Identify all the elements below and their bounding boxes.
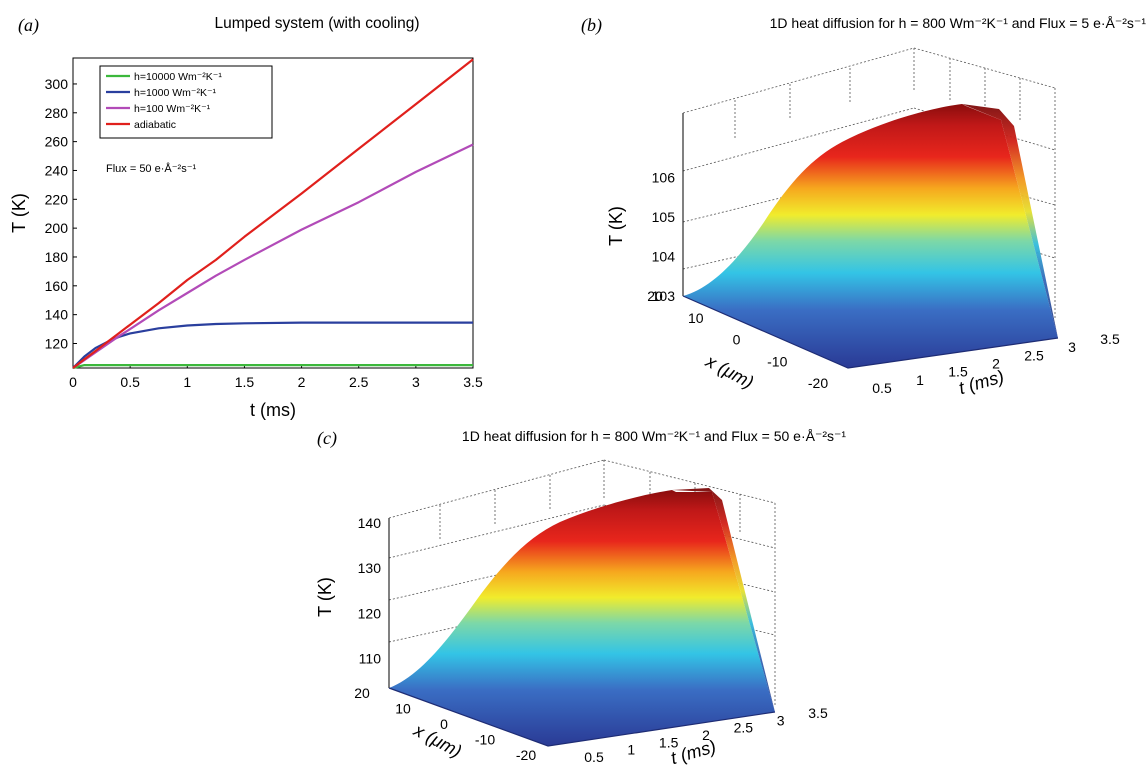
x-tick-label: -10 xyxy=(767,353,787,369)
panel-b-surface-edge xyxy=(962,104,1058,338)
t-tick-label: 3 xyxy=(1068,339,1076,355)
y-tick-label: 280 xyxy=(45,105,69,121)
x-tick-label: 10 xyxy=(688,310,704,326)
x-tick-label: 20 xyxy=(647,288,663,304)
panel-a-label: (a) xyxy=(18,15,39,36)
panel-b-x-axis-label: x (μm) xyxy=(702,350,757,392)
z-tick-label: 105 xyxy=(652,209,676,225)
t-tick-label: 2.5 xyxy=(734,720,754,736)
panel-a-legend: h=10000 Wm⁻²K⁻¹ h=1000 Wm⁻²K⁻¹ h=100 Wm⁻²K… xyxy=(99,65,273,139)
panel-c-x-ticks: 20 10 0 -10 -20 xyxy=(354,685,536,763)
t-tick-label: 2.5 xyxy=(1024,347,1044,363)
panel-c-surface-base xyxy=(388,687,776,747)
x-tick-label: 3.5 xyxy=(463,374,483,390)
panel-c-z-axis-label: T (K) xyxy=(315,577,335,617)
legend-entry-h100: h=100 Wm⁻²K⁻¹ xyxy=(134,103,211,115)
panel-a-x-axis-label: t (ms) xyxy=(250,400,296,420)
x-tick-label: 1.5 xyxy=(235,374,255,390)
t-tick-label: 2 xyxy=(992,356,1000,372)
y-tick-label: 140 xyxy=(45,307,69,323)
x-tick-label: 20 xyxy=(354,685,370,701)
y-tick-label: 180 xyxy=(45,249,69,265)
z-tick-label: 120 xyxy=(358,605,382,621)
panel-b-title: 1D heat diffusion for h = 800 Wm⁻²K⁻¹ an… xyxy=(770,15,1147,31)
z-tick-label: 110 xyxy=(359,650,382,666)
legend-box xyxy=(99,65,273,139)
panel-c-t-ticks: 0.5 1 1.5 2 2.5 3 3.5 xyxy=(584,705,828,765)
x-tick-label: 0 xyxy=(69,374,77,390)
x-tick-label: 10 xyxy=(395,701,411,717)
t-tick-label: 1.5 xyxy=(659,734,679,750)
panel-a-flux-annotation: Flux = 50 e·Å⁻²s⁻¹ xyxy=(106,162,197,175)
legend-entry-h10000: h=10000 Wm⁻²K⁻¹ xyxy=(134,71,222,83)
panel-b-label: (b) xyxy=(581,15,602,36)
y-tick-label: 220 xyxy=(45,191,69,207)
series-line-h100 xyxy=(72,143,474,369)
t-tick-label: 0.5 xyxy=(584,749,604,765)
panel-c-surface xyxy=(389,490,775,746)
t-tick-label: 1 xyxy=(627,742,635,758)
x-tick-label: 2.5 xyxy=(349,374,369,390)
panel-b-surface-base xyxy=(682,295,1059,369)
y-tick-label: 260 xyxy=(45,134,69,150)
t-tick-label: 1.5 xyxy=(948,364,968,380)
t-tick-label: 2 xyxy=(702,727,710,743)
panel-b-z-ticks: 103 104 105 106 xyxy=(652,170,676,304)
y-tick-label: 240 xyxy=(45,162,69,178)
y-tick-label: 300 xyxy=(45,76,69,92)
x-tick-label: -20 xyxy=(516,747,536,763)
x-tick-label: 0 xyxy=(440,716,448,732)
panel-b-surface-chart: (b) 1D heat diffusion for h = 800 Wm⁻²K⁻… xyxy=(581,15,1146,398)
series-line-adiabatic xyxy=(72,58,474,369)
series-line-h1000 xyxy=(72,321,473,369)
panel-c-z-ticks: 110 120 130 140 xyxy=(358,515,382,666)
legend-entry-adiabatic: adiabatic xyxy=(134,119,176,131)
y-tick-label: 200 xyxy=(45,220,69,236)
x-tick-label: 1 xyxy=(183,374,191,390)
x-tick-label: 2 xyxy=(298,374,306,390)
x-tick-label: -10 xyxy=(475,732,495,748)
x-tick-label: 0.5 xyxy=(120,374,140,390)
panel-b-t-ticks: 0.5 1 1.5 2 2.5 3 3.5 xyxy=(872,331,1120,396)
panel-a-title: Lumped system (with cooling) xyxy=(214,15,419,32)
panel-b-surface xyxy=(683,104,1058,368)
z-tick-label: 104 xyxy=(652,249,676,265)
z-tick-label: 106 xyxy=(652,170,676,186)
x-tick-label: 3 xyxy=(412,374,420,390)
t-tick-label: 1 xyxy=(916,372,924,388)
t-tick-label: 3.5 xyxy=(1100,331,1120,347)
x-tick-label: -20 xyxy=(808,375,828,391)
t-tick-label: 0.5 xyxy=(872,380,892,396)
panel-a-series xyxy=(72,58,474,370)
y-tick-label: 160 xyxy=(45,278,69,294)
z-tick-label: 103 xyxy=(652,288,676,304)
panel-b-x-ticks: 20 10 0 -10 -20 xyxy=(647,288,828,391)
t-tick-label: 3.5 xyxy=(808,705,828,721)
x-tick-label: 0 xyxy=(733,332,741,348)
z-tick-label: 130 xyxy=(358,560,382,576)
panel-c-title: 1D heat diffusion for h = 800 Wm⁻²K⁻¹ an… xyxy=(462,428,846,444)
t-tick-label: 3 xyxy=(777,712,785,728)
z-tick-label: 140 xyxy=(358,515,382,531)
panel-c-label: (c) xyxy=(317,428,337,449)
panel-a-x-ticks: 0 0.5 1 1.5 2 2.5 3 3.5 xyxy=(69,364,483,390)
panel-c-surface-chart: (c) 1D heat diffusion for h = 800 Wm⁻²K⁻… xyxy=(315,428,846,765)
legend-entry-h1000: h=1000 Wm⁻²K⁻¹ xyxy=(134,87,216,99)
panel-a-y-ticks: 120 140 160 180 200 220 240 260 280 300 xyxy=(45,76,77,351)
panel-a-line-chart: (a) Lumped system (with cooling) 0 0.5 1 1.… xyxy=(9,15,483,420)
series-line-h10000 xyxy=(72,364,473,370)
panel-c-x-axis-label: x (μm) xyxy=(410,719,465,761)
panel-b-z-axis-label: T (K) xyxy=(606,206,626,246)
y-tick-label: 120 xyxy=(45,335,69,351)
panel-a-y-axis-label: T (K) xyxy=(9,193,29,233)
